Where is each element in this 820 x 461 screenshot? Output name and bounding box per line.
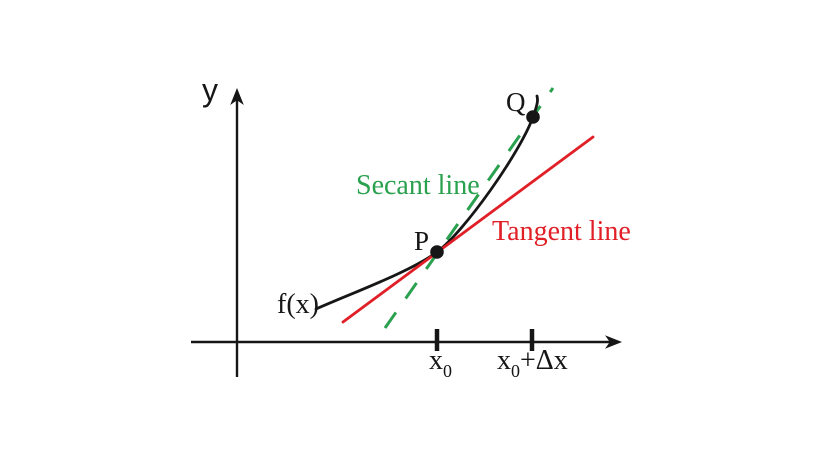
point-q-dot: [526, 110, 540, 124]
tangent-line-label: Tangent line: [492, 216, 631, 247]
y-axis-label: y: [202, 72, 218, 108]
secant-line-dashed: [383, 87, 555, 329]
point-p-label: P: [414, 226, 429, 256]
function-curve: [314, 94, 539, 311]
x0dx-base: x: [497, 345, 511, 376]
point-q-label: Q: [506, 87, 526, 117]
x0dx-subscript: 0: [511, 361, 520, 381]
x0-plus-dx-label: x0+Δx: [497, 345, 568, 381]
secant-line-label: Secant line: [356, 170, 480, 201]
x0-subscript: 0: [443, 361, 452, 381]
x0dx-suffix: +Δx: [520, 345, 568, 376]
x-axis-arrowhead: [605, 335, 622, 349]
x0-base: x: [429, 345, 443, 376]
y-axis-arrowhead: [230, 88, 244, 105]
point-p-dot: [430, 245, 444, 259]
tangent-line: [341, 135, 595, 324]
x0-label: x0: [429, 345, 452, 381]
function-label: f(x): [277, 289, 319, 320]
